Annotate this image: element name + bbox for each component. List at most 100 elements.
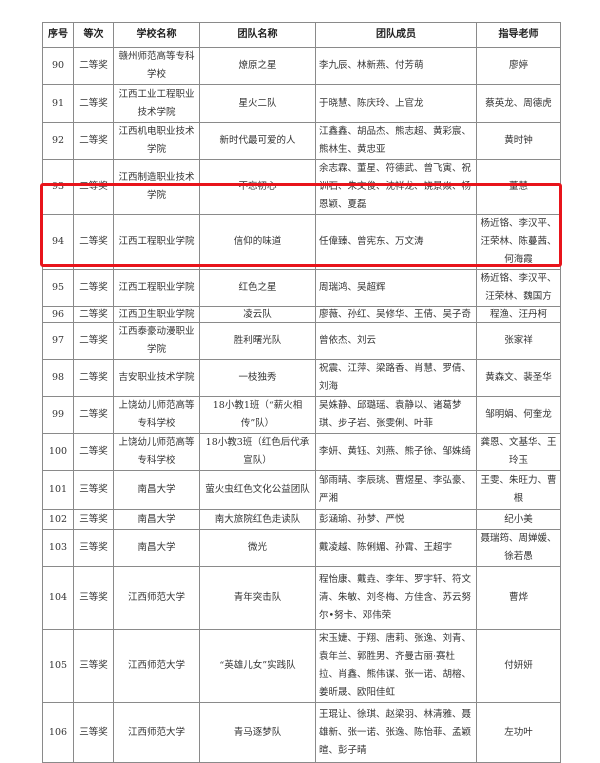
cell-team: “英雄儿女”实践队 bbox=[199, 629, 316, 703]
cell-teacher: 邹明娟、何奎龙 bbox=[476, 396, 561, 434]
cell-teacher: 王雯、朱旺力、曹根 bbox=[476, 470, 561, 510]
table-row: 94 二等奖 江西工程职业学院 信仰的味道 任偉臻、曾宪东、万文涛 杨近铬、李汉平、汪荣林… bbox=[42, 214, 561, 270]
cell-team: 信仰的味道 bbox=[199, 214, 316, 270]
cell-members: 戴凌越、陈俐媚、孙霄、王超宇 bbox=[315, 529, 477, 567]
cell-no: 102 bbox=[42, 509, 74, 530]
cell-teacher: 左功叶 bbox=[476, 702, 561, 763]
cell-no: 106 bbox=[42, 702, 74, 763]
cell-team: 凌云队 bbox=[199, 306, 316, 323]
table-row: 96 二等奖 江西卫生职业学院 凌云队 廖薇、孙红、吴修华、王倩、吴子奇 程渔、汪丹柯 bbox=[42, 306, 561, 323]
table-row: 103 三等奖 南昌大学 微光 戴凌越、陈俐媚、孙霄、王超宇 聂瑞筠、周婵媛、徐若愚 bbox=[42, 529, 561, 567]
cell-members: 任偉臻、曾宪东、万文涛 bbox=[315, 214, 477, 270]
cell-school: 上饶幼儿师范高等专科学校 bbox=[113, 433, 200, 471]
table-row: 100 二等奖 上饶幼儿师范高等专科学校 18小教3班（红色后代承宣队） 李妍、黄钰、刘… bbox=[42, 433, 561, 471]
cell-school: 江西工程职业学院 bbox=[113, 269, 200, 307]
cell-team: 红色之星 bbox=[199, 269, 316, 307]
cell-school: 南昌大学 bbox=[113, 509, 200, 530]
cell-members: 余志霖、董星、符德武、曾飞寅、祝训石、朱文俊、沈祥龙、饶景焱、杨恩颖、夏磊 bbox=[315, 159, 477, 215]
cell-no: 105 bbox=[42, 629, 74, 703]
cell-level: 三等奖 bbox=[73, 509, 114, 530]
cell-no: 92 bbox=[42, 122, 74, 160]
cell-level: 二等奖 bbox=[73, 359, 114, 397]
cell-team: 一枝独秀 bbox=[199, 359, 316, 397]
cell-members: 廖薇、孙红、吴修华、王倩、吴子奇 bbox=[315, 306, 477, 323]
cell-school: 南昌大学 bbox=[113, 529, 200, 567]
cell-members: 吴姝静、邱璐瑶、袁静以、诸葛梦琪、步子岩、张雯俐、叶菲 bbox=[315, 396, 477, 434]
table-row: 90 二等奖 赣州师范高等专科学校 燎原之星 李九辰、林新燕、付芳萌 廖婷 bbox=[42, 47, 561, 85]
cell-no: 95 bbox=[42, 269, 74, 307]
cell-team: 18小教3班（红色后代承宣队） bbox=[199, 433, 316, 471]
cell-school: 赣州师范高等专科学校 bbox=[113, 47, 200, 85]
cell-level: 三等奖 bbox=[73, 566, 114, 630]
cell-teacher: 廖婷 bbox=[476, 47, 561, 85]
cell-school: 吉安职业技术学院 bbox=[113, 359, 200, 397]
table-row: 102 三等奖 南昌大学 南大旅院红色走读队 彭涵瑜、孙梦、严悦 纪小美 bbox=[42, 509, 561, 530]
cell-level: 二等奖 bbox=[73, 159, 114, 215]
cell-level: 二等奖 bbox=[73, 269, 114, 307]
cell-school: 江西工程职业学院 bbox=[113, 214, 200, 270]
cell-level: 二等奖 bbox=[73, 47, 114, 85]
table-row: 92 二等奖 江西机电职业技术学院 新时代最可爱的人 江鑫鑫、胡品杰、熊志超、黄彩宸、熊… bbox=[42, 122, 561, 160]
cell-school: 江西机电职业技术学院 bbox=[113, 122, 200, 160]
cell-teacher: 张家祥 bbox=[476, 322, 561, 360]
cell-teacher: 曹烨 bbox=[476, 566, 561, 630]
table-row: 95 二等奖 江西工程职业学院 红色之星 周瑞鸿、吴超辉 杨近铬、李汉平、汪荣林、魏国方 bbox=[42, 269, 561, 307]
cell-team: 不忘初心 bbox=[199, 159, 316, 215]
cell-teacher: 杨近铬、李汉平、汪荣林、陈蔓茜、何海霞 bbox=[476, 214, 561, 270]
cell-members: 曾依杰、刘云 bbox=[315, 322, 477, 360]
cell-team: 新时代最可爱的人 bbox=[199, 122, 316, 160]
table-row: 106 三等奖 江西师范大学 青马逐梦队 王琨让、徐琪、赵梁羽、林清雅、聂雄新、张一诺、… bbox=[42, 702, 561, 763]
cell-members: 邹雨晴、李辰珧、曹煜星、李弘豪、严湘 bbox=[315, 470, 477, 510]
cell-school: 江西泰豪动漫职业学院 bbox=[113, 322, 200, 360]
header-members: 团队成员 bbox=[315, 22, 477, 48]
cell-no: 100 bbox=[42, 433, 74, 471]
header-row: 序号 等次 学校名称 团队名称 团队成员 指导老师 bbox=[42, 22, 561, 48]
cell-members: 江鑫鑫、胡品杰、熊志超、黄彩宸、熊林生、黄忠亚 bbox=[315, 122, 477, 160]
cell-teacher: 黄时钟 bbox=[476, 122, 561, 160]
cell-no: 101 bbox=[42, 470, 74, 510]
cell-no: 103 bbox=[42, 529, 74, 567]
header-no: 序号 bbox=[42, 22, 74, 48]
cell-members: 王琨让、徐琪、赵梁羽、林清雅、聂雄新、张一诺、张逸、陈怡菲、孟颖暄、彭子晴 bbox=[315, 702, 477, 763]
cell-level: 二等奖 bbox=[73, 433, 114, 471]
header-school: 学校名称 bbox=[113, 22, 200, 48]
cell-members: 彭涵瑜、孙梦、严悦 bbox=[315, 509, 477, 530]
header-team: 团队名称 bbox=[199, 22, 316, 48]
cell-teacher: 付妍妍 bbox=[476, 629, 561, 703]
table-row: 97 二等奖 江西泰豪动漫职业学院 胜利曙光队 曾依杰、刘云 张家祥 bbox=[42, 322, 561, 360]
cell-teacher: 董慧 bbox=[476, 159, 561, 215]
cell-team: 青马逐梦队 bbox=[199, 702, 316, 763]
cell-no: 99 bbox=[42, 396, 74, 434]
cell-level: 三等奖 bbox=[73, 629, 114, 703]
cell-level: 三等奖 bbox=[73, 702, 114, 763]
cell-team: 星火二队 bbox=[199, 84, 316, 123]
cell-level: 三等奖 bbox=[73, 470, 114, 510]
cell-school: 上饶幼儿师范高等专科学校 bbox=[113, 396, 200, 434]
cell-level: 二等奖 bbox=[73, 84, 114, 123]
cell-members: 周瑞鸿、吴超辉 bbox=[315, 269, 477, 307]
cell-no: 93 bbox=[42, 159, 74, 215]
cell-no: 98 bbox=[42, 359, 74, 397]
cell-school: 南昌大学 bbox=[113, 470, 200, 510]
cell-level: 二等奖 bbox=[73, 122, 114, 160]
cell-members: 李妍、黄钰、刘燕、熊子徐、邹姝绮 bbox=[315, 433, 477, 471]
cell-no: 96 bbox=[42, 306, 74, 323]
cell-no: 104 bbox=[42, 566, 74, 630]
table-row: 91 二等奖 江西工业工程职业技术学院 星火二队 于晓慧、陈庆玲、上官龙 蔡英龙、周德虎 bbox=[42, 84, 561, 123]
cell-members: 宋玉婕、于翔、唐莉、张逸、刘青、袁年兰、郭胜男、齐曼古丽·赛杜拉、肖鑫、熊伟谋、… bbox=[315, 629, 477, 703]
cell-team: 胜利曙光队 bbox=[199, 322, 316, 360]
table-row: 98 二等奖 吉安职业技术学院 一枝独秀 祝震、江萍、梁路香、肖慧、罗倩、刘海 黄森文、裴… bbox=[42, 359, 561, 397]
cell-school: 江西师范大学 bbox=[113, 629, 200, 703]
cell-no: 90 bbox=[42, 47, 74, 85]
cell-school: 江西师范大学 bbox=[113, 702, 200, 763]
table-row: 93 二等奖 江西制造职业技术学院 不忘初心 余志霖、董星、符德武、曾飞寅、祝训石、朱文… bbox=[42, 159, 561, 215]
cell-teacher: 程渔、汪丹柯 bbox=[476, 306, 561, 323]
cell-no: 97 bbox=[42, 322, 74, 360]
cell-teacher: 龚恩、文基华、王玲玉 bbox=[476, 433, 561, 471]
cell-team: 萤火虫红色文化公益团队 bbox=[199, 470, 316, 510]
cell-teacher: 黄森文、裴圣华 bbox=[476, 359, 561, 397]
cell-school: 江西师范大学 bbox=[113, 566, 200, 630]
cell-members: 祝震、江萍、梁路香、肖慧、罗倩、刘海 bbox=[315, 359, 477, 397]
cell-teacher: 纪小美 bbox=[476, 509, 561, 530]
table-row: 104 三等奖 江西师范大学 青年突击队 程怡康、戴垚、李年、罗宇轩、符文清、朱敏、刘冬… bbox=[42, 566, 561, 630]
